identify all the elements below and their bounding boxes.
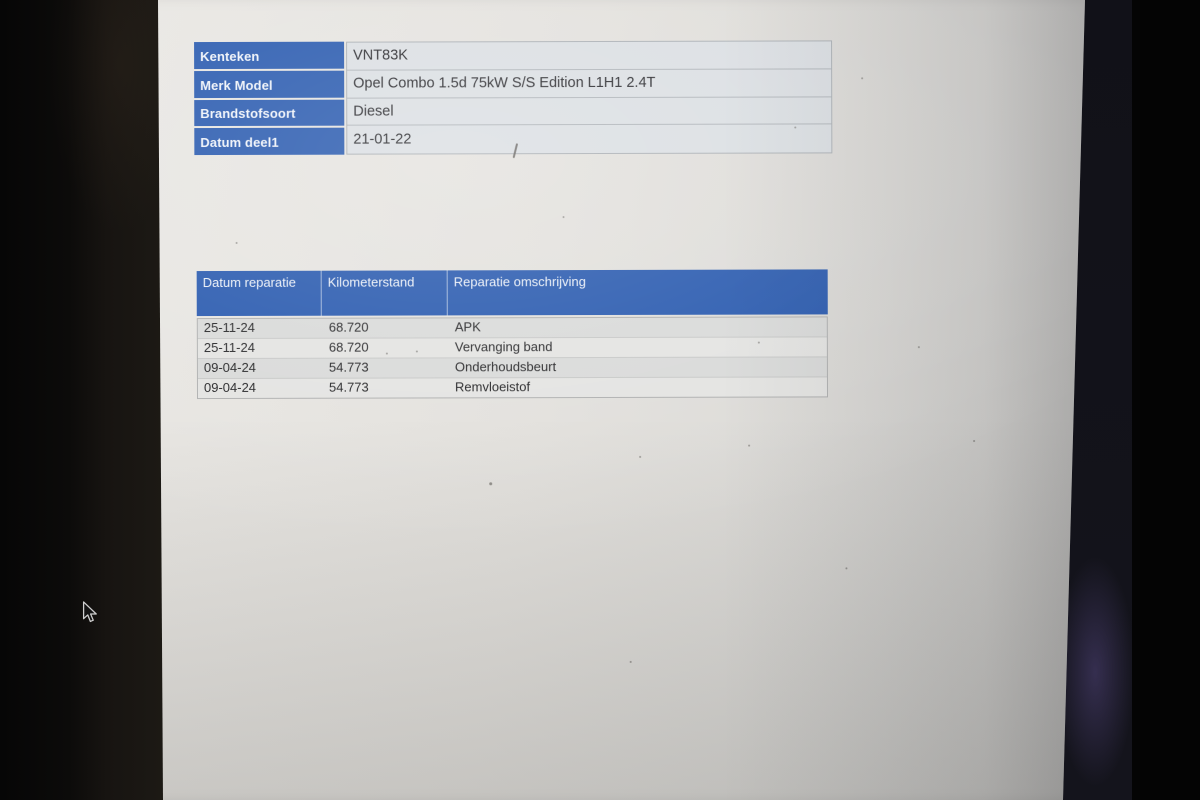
repair-description-cell: APK (454, 319, 481, 335)
repair-date-cell: 25-11-24 (203, 319, 255, 336)
repair-history-table: Datum reparatie Kilometerstand Reparatie… (196, 269, 828, 400)
table-row: 25-11-24 68.720 APK (197, 317, 827, 340)
table-row: 09-04-24 54.773 Onderhoudsbeurt (197, 357, 827, 380)
screen-bezel-left (0, 0, 172, 800)
mouse-cursor-icon (82, 601, 97, 623)
odometer-cell: 68.720 (328, 339, 369, 355)
column-header-datum-reparatie: Datum reparatie (196, 270, 322, 317)
field-value-merk-model: Opel Combo 1.5d 75kW S/S Edition L1H1 2.… (347, 69, 832, 99)
column-header-reparatie-omschrijving: Reparatie omschrijving (453, 274, 586, 290)
repair-date-cell: 09-04-24 (203, 379, 257, 396)
field-value-kenteken: VNT83K (347, 41, 832, 71)
odometer-cell: 54.773 (328, 379, 369, 395)
dust-speck (562, 216, 565, 219)
repair-table-body: 25-11-24 68.720 APK 25-11-24 68.720 Verv… (196, 316, 828, 400)
dust-speck (973, 440, 976, 443)
field-label-brandstofsoort: Brandstofsoort (194, 99, 345, 127)
dust-speck (757, 341, 760, 344)
table-row: 09-04-24 54.773 Remvloeistof (197, 377, 827, 399)
field-value-brandstofsoort: Diesel (347, 96, 832, 126)
dust-speck (845, 567, 848, 570)
repair-description-cell: Vervanging band (454, 339, 553, 355)
dust-speck (385, 352, 388, 355)
odometer-cell: 54.773 (328, 359, 369, 375)
repair-date-cell: 25-11-24 (203, 339, 255, 356)
vehicle-info-label-column: Kenteken Merk Model Brandstofsoort Datum… (194, 41, 345, 156)
odometer-cell: 68.720 (328, 319, 369, 335)
repair-table-header: Datum reparatie Kilometerstand Reparatie… (196, 269, 828, 317)
field-label-merk-model: Merk Model (194, 70, 345, 98)
repair-date-cell: 09-04-24 (203, 359, 256, 376)
dust-speck (489, 482, 493, 486)
dust-speck (794, 126, 797, 129)
table-row: 25-11-24 68.720 Vervanging band (197, 337, 827, 360)
dust-speck (415, 350, 418, 353)
dust-speck (748, 444, 751, 447)
dust-speck (861, 77, 864, 80)
field-label-datum-deel1: Datum deel1 (194, 127, 345, 156)
field-label-kenteken: Kenteken (194, 41, 345, 69)
dust-speck (235, 241, 238, 244)
repair-description-cell: Remvloeistof (454, 379, 531, 395)
column-header-kilometerstand: Kilometerstand (321, 270, 448, 316)
dust-speck (639, 455, 642, 458)
dust-speck (629, 660, 632, 663)
field-value-datum-deel1: 21-01-22 (353, 131, 412, 148)
vehicle-info-table: Kenteken Merk Model Brandstofsoort Datum… (194, 40, 834, 156)
vehicle-info-value-column: VNT83K Opel Combo 1.5d 75kW S/S Edition … (346, 40, 833, 155)
dust-speck (917, 346, 920, 349)
repair-description-cell: Onderhoudsbeurt (454, 359, 557, 375)
